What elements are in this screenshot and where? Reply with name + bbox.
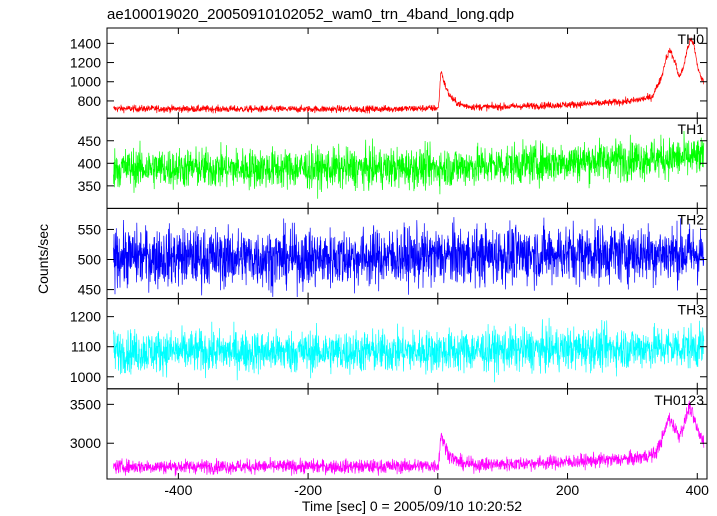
series-line-th2 [113,217,705,298]
y-tick-label: 1400 [70,35,101,51]
y-tick-label: 450 [78,282,102,298]
panel-label: TH2 [678,211,705,227]
y-tick-label: 350 [78,178,102,194]
x-tick-label: 0 [434,482,442,498]
panel-frame [106,388,708,480]
y-tick-label: 1000 [70,74,101,90]
panel-label: TH0 [678,31,705,47]
y-tick-label: 3000 [70,435,101,451]
y-tick-label: 500 [78,252,102,268]
chart-title: ae100019020_20050910102052_wam0_trn_4ban… [107,6,514,23]
y-tick-label: 450 [78,133,102,149]
y-tick-label: 550 [78,221,102,237]
panels: 800 1000 1200 1400 TH0 350 400 450 TH1 450 500 550 T… [70,27,708,480]
y-tick-label: 1200 [70,309,101,325]
x-tick-label: -200 [294,482,322,498]
series-line-th0123 [113,400,705,477]
panel-label: TH1 [678,121,705,137]
panel-th1: 350 400 450 TH1 [78,117,708,209]
series-line-th3 [113,317,705,383]
y-tick-label: 1100 [71,339,101,355]
panel-th0123: 3000 3500 TH0123 [70,388,708,480]
x-tick-label: -400 [164,482,192,498]
y-tick-label: 3500 [70,396,101,412]
x-tick-label: 400 [686,482,710,498]
series-line-th1 [113,130,705,199]
y-tick-label: 1000 [70,369,101,385]
y-axis-label: Counts/sec [35,224,51,294]
panel-label: TH0123 [654,392,704,408]
y-tick-label: 800 [78,93,102,109]
x-axis-label: Time [sec] 0 = 2005/09/10 10:20:52 [302,498,522,514]
x-tick-label: 200 [556,482,580,498]
y-tick-label: 400 [78,155,102,171]
panel-label: TH3 [678,302,705,318]
panel-th2: 450 500 550 TH2 [78,207,708,300]
series-line-th0 [113,37,705,114]
y-tick-label: 1200 [70,55,101,71]
panel-th0: 800 1000 1200 1400 TH0 [70,27,708,119]
x-axis-ticks: -400 -200 0 200 400 [164,482,709,498]
panel-th3: 1000 1100 1200 TH3 [70,298,708,390]
